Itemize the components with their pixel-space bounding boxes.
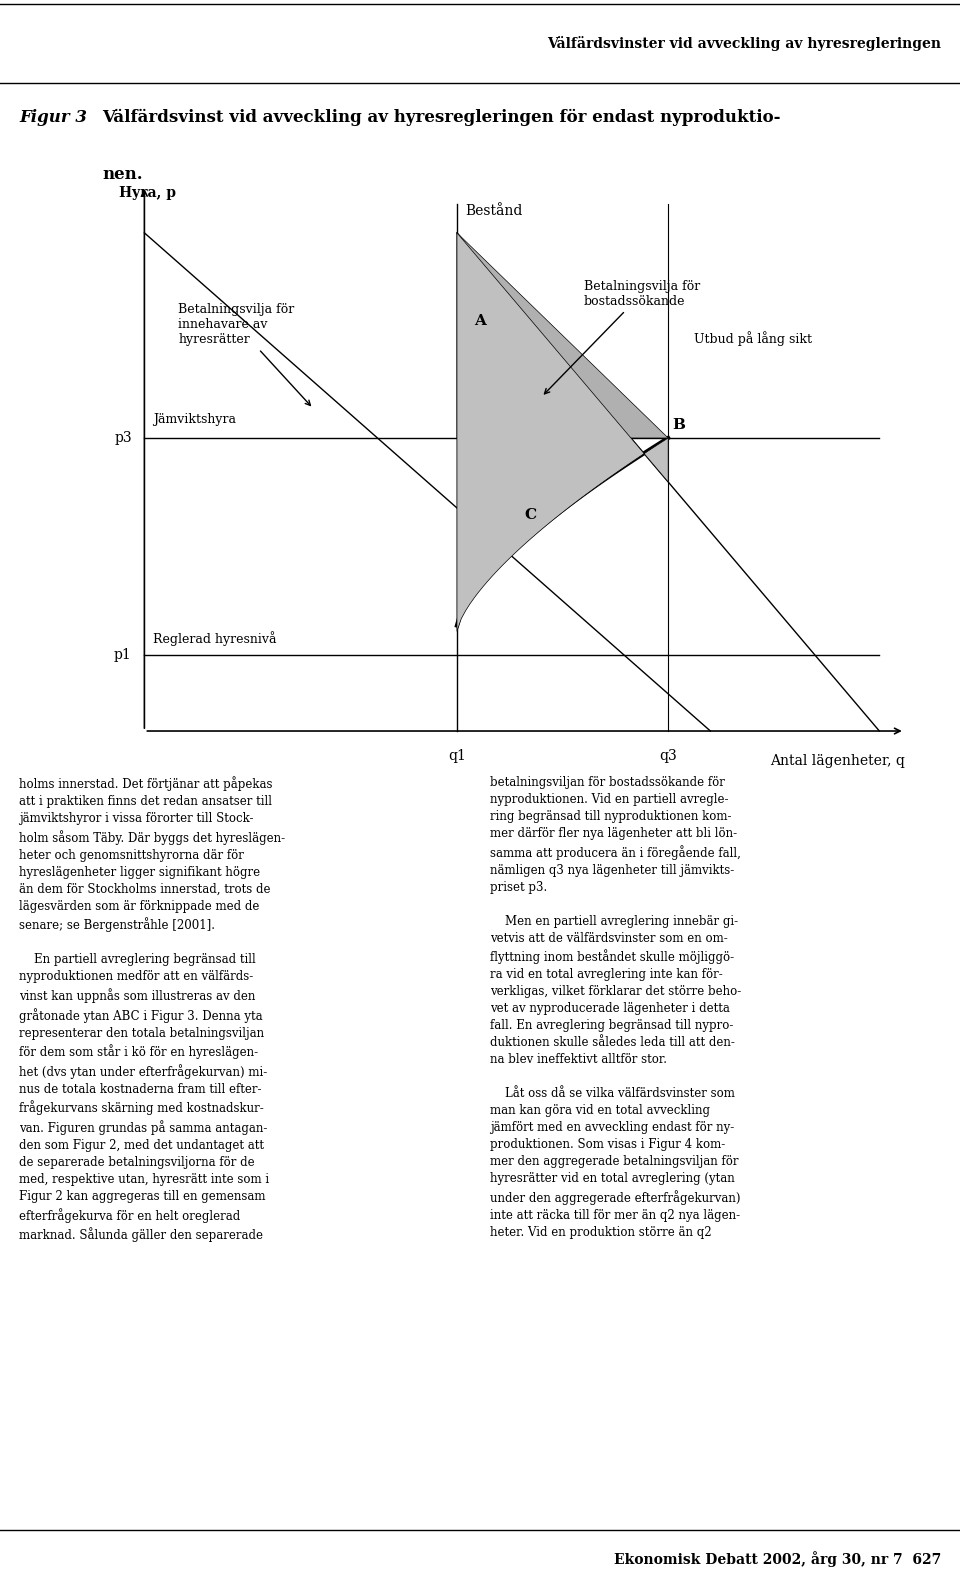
Text: betalningsviljan för bostadssökande för
nyproduktionen. Vid en partiell avregle-: betalningsviljan för bostadssökande för … (490, 776, 741, 1239)
Text: Utbud på lång sikt: Utbud på lång sikt (693, 331, 811, 345)
Text: p1: p1 (114, 648, 132, 662)
Polygon shape (457, 233, 668, 632)
Text: Jämviktshyra: Jämviktshyra (153, 413, 236, 426)
Text: B: B (672, 418, 685, 432)
Text: Välfärdsvinst vid avveckling av hyresregleringen för endast nyproduktio-: Välfärdsvinst vid avveckling av hyresreg… (102, 109, 780, 127)
Text: q3: q3 (660, 749, 677, 762)
Polygon shape (457, 233, 668, 437)
Text: Antal lägenheter, q: Antal lägenheter, q (770, 754, 904, 768)
Text: Ekonomisk Debatt 2002, årg 30, nr 7  627: Ekonomisk Debatt 2002, årg 30, nr 7 627 (613, 1551, 941, 1567)
Text: Bestånd: Bestånd (466, 203, 523, 217)
Text: Hyra, p: Hyra, p (119, 185, 176, 200)
Text: nen.: nen. (102, 166, 143, 184)
Text: Betalningsvilja för
bostadssökande: Betalningsvilja för bostadssökande (544, 280, 700, 394)
Text: q1: q1 (448, 749, 466, 762)
Text: C: C (524, 508, 537, 523)
Text: Reglerad hyresnivå: Reglerad hyresnivå (153, 630, 276, 646)
Text: A: A (474, 314, 486, 328)
Text: Välfärdsvinster vid avveckling av hyresregleringen: Välfärdsvinster vid avveckling av hyresr… (547, 36, 941, 51)
Text: p3: p3 (114, 431, 132, 445)
Text: Figur 3: Figur 3 (19, 109, 93, 127)
Text: Betalningsvilja för
innehavare av
hyresrätter: Betalningsvilja för innehavare av hyresr… (179, 303, 310, 406)
Text: holms innerstad. Det förtjänar att påpekas
att i praktiken finns det redan ansat: holms innerstad. Det förtjänar att påpek… (19, 776, 285, 1242)
